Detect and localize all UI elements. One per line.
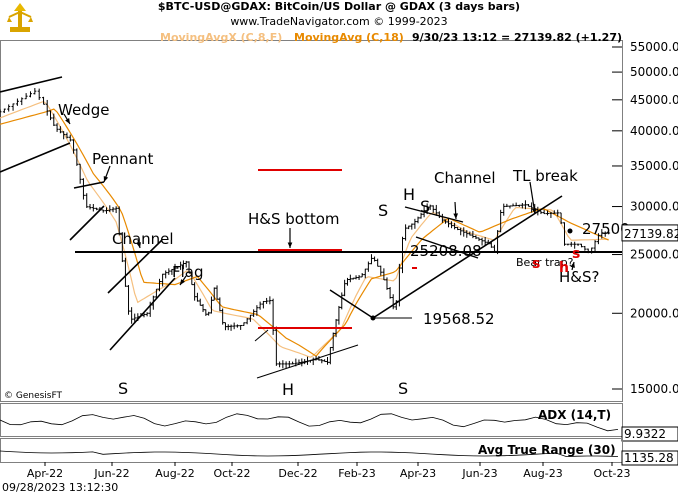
hs-bottom-arrow-head (287, 242, 293, 248)
wedge-upper-line (0, 76, 63, 93)
x-tick-label: Dec-22 (278, 467, 317, 480)
annotation-text: TL break (512, 167, 578, 185)
watermark-text: © GenesisFT (4, 391, 63, 401)
y-tick-label: 50000.00 (630, 65, 678, 79)
tl-break-arrow-head (531, 208, 537, 214)
atr-value-box (621, 450, 678, 466)
annotation-text: h (559, 260, 569, 276)
annotation-text: Flag (172, 263, 204, 281)
annotation-text: S (420, 197, 430, 216)
annotation-text: 27500 (582, 220, 630, 238)
y-tick-label: 40000.00 (630, 124, 678, 138)
low-dot (370, 315, 376, 321)
annotation-text: H&S bottom (248, 210, 340, 228)
flag-arrow-head (180, 279, 186, 285)
annotation-text: S (398, 379, 408, 398)
annotation-text: H (282, 380, 294, 399)
chart-title: $BTC-USD@GDAX: BitCoin/US Dollar @ GDAX … (157, 0, 521, 13)
ma-slow-line (0, 108, 609, 357)
annotation-text: S (118, 379, 128, 398)
adx-title: ADX (14,T) (538, 408, 611, 422)
ma-slow-legend: MovingAvg (C,18) (294, 31, 404, 44)
channel-upper-line (107, 239, 163, 294)
y-tick-label: 20000.00 (630, 306, 678, 320)
y-tick-label: 25000.00 (630, 248, 678, 262)
last-price-label: 27139.82 (624, 227, 678, 241)
x-tick-label: Feb-23 (338, 467, 375, 480)
x-tick-label: Aug-23 (523, 467, 562, 480)
channel-arrow-head (136, 242, 141, 248)
pennant-arrow-head (103, 176, 109, 182)
adx-value-label: 9.9322 (624, 427, 666, 441)
annotation-text: H (403, 185, 415, 204)
annotation-text: 25208.08 (410, 242, 482, 260)
atr-line (0, 450, 619, 458)
x-tick-label: Oct-22 (214, 467, 251, 480)
annotation-text: Channel (112, 230, 174, 248)
atr-value-label: 1135.28 (624, 451, 674, 465)
x-tick-label: Jun-23 (461, 467, 497, 480)
wedge-arrow-head (65, 118, 70, 124)
price-quote: 9/30/23 13:12 = 27139.82 (+1.27) (412, 31, 623, 44)
pennant-upper-line (73, 181, 105, 189)
x-tick-label: Apr-22 (27, 467, 63, 480)
channel2-lower-line (415, 236, 479, 259)
y-tick-label: 55000.00 (630, 40, 678, 54)
uptrend-line (372, 195, 563, 319)
adx-panel: ADX (14,T) 9.9322 (0, 403, 678, 442)
annotation-text: Bear trap? (516, 256, 574, 269)
price-panel: 15000.00 20000.00 25000.00 30000.00 35000.00… (0, 40, 678, 402)
price-panel-border (0, 40, 623, 402)
channel2-arrow-head (453, 213, 459, 219)
adx-panel-border (0, 403, 623, 437)
wedge-lower-line (0, 142, 71, 173)
adx-line (0, 413, 619, 432)
ma-fast-line (0, 100, 609, 358)
shoulder-right-line (329, 289, 374, 319)
annotation-text: Pennant (92, 150, 153, 168)
x-tick-label: Oct-23 (594, 467, 631, 480)
footer-timestamp: 09/28/2023 13:12:30 (2, 481, 119, 494)
copyright-line: www.TradeNavigator.com © 1999-2023 (230, 15, 448, 28)
h-bottom-line (256, 344, 359, 379)
atr-panel: Avg True Range (30) 1135.28 (0, 438, 678, 466)
y-tick-label: 30000.00 (630, 200, 678, 214)
trade-navigator-logo-icon (7, 3, 33, 33)
annotation-text: Wedge (58, 101, 109, 119)
annotation-text: H&S? (559, 268, 599, 286)
last-price-box (621, 224, 678, 242)
x-tick-label: Apr-23 (400, 467, 436, 480)
annotation-text: S (378, 201, 388, 220)
pennant-lower-line (69, 205, 105, 241)
annotation-text: Channel (434, 169, 496, 187)
adx-value-box (621, 426, 678, 442)
y-tick-label: 35000.00 (630, 159, 678, 173)
h-left-line (254, 329, 269, 342)
x-tick-label: Jun-22 (93, 467, 129, 480)
bear-trap-arrow-head (570, 262, 575, 268)
annotation-text: 19568.52 (423, 310, 495, 328)
atr-title: Avg True Range (30) (478, 443, 616, 457)
target-dot (567, 228, 573, 234)
y-tick-label: 45000.00 (630, 93, 678, 107)
channel-lower-line (109, 277, 176, 351)
ma-fast-legend: MovingAvgX (C,8,F) (160, 31, 283, 44)
annotation-text: s (532, 256, 540, 272)
y-tick-label: 15000.00 (630, 382, 678, 396)
annotation-text: s (572, 246, 580, 262)
x-axis: Apr-22 Jun-22 Aug-22 Oct-22 Dec-22 Feb-23 Apr-… (27, 462, 631, 480)
x-tick-label: Aug-22 (155, 467, 194, 480)
channel2-upper-line (404, 206, 464, 223)
